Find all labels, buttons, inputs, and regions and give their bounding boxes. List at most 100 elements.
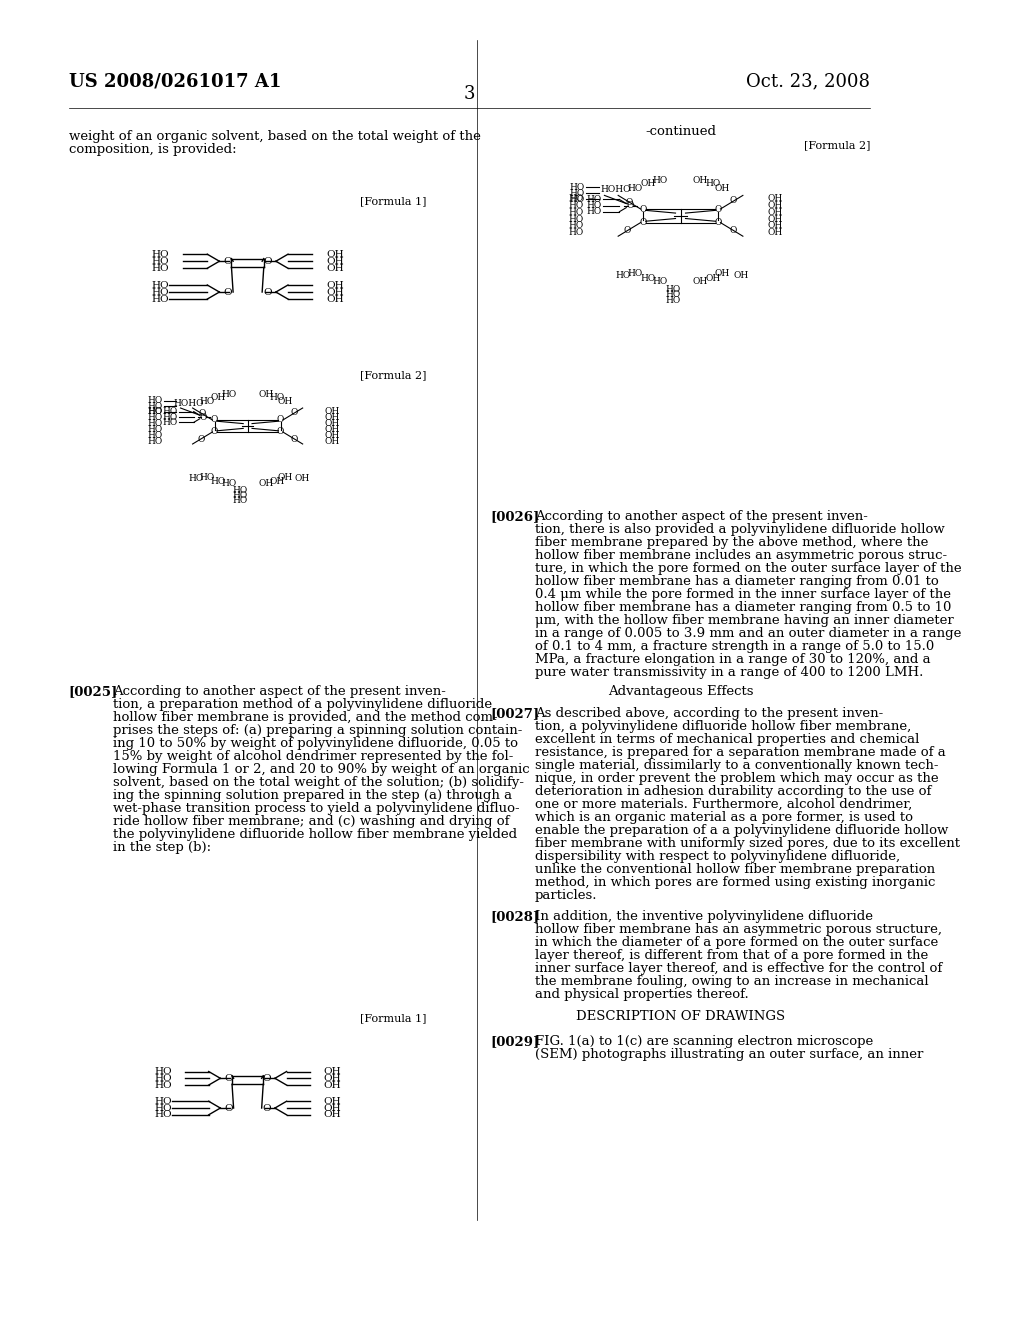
Text: OH: OH [733,271,749,280]
Text: HO: HO [232,491,248,500]
Text: [0029]: [0029] [490,1035,540,1048]
Text: HO: HO [152,281,169,289]
Text: (SEM) photographs illustrating an outer surface, an inner: (SEM) photographs illustrating an outer … [535,1048,923,1061]
Text: OH: OH [324,1097,341,1106]
Text: 15% by weight of alcohol dendrimer represented by the fol-: 15% by weight of alcohol dendrimer repre… [113,750,513,763]
Text: O: O [223,288,232,297]
Text: HO: HO [666,285,681,294]
Text: HO: HO [147,418,163,428]
Text: O: O [224,1073,232,1082]
Text: OH: OH [324,1104,341,1113]
Text: O: O [639,218,647,227]
Text: O: O [730,226,737,235]
Text: O: O [262,1073,271,1082]
Text: OH: OH [324,1067,341,1076]
Text: enable the preparation of a a polyvinylidene difluoride hollow: enable the preparation of a a polyvinyli… [535,824,948,837]
Text: OH: OH [326,288,343,297]
Text: O: O [224,1104,232,1113]
Text: HO: HO [568,228,584,238]
Text: unlike the conventional hollow fiber membrane preparation: unlike the conventional hollow fiber mem… [535,863,935,876]
Text: HO: HO [152,288,169,297]
Text: O: O [626,198,633,207]
Text: fiber membrane with uniformly sized pores, due to its excellent: fiber membrane with uniformly sized pore… [535,837,959,850]
Text: HO: HO [652,176,668,185]
Text: HO: HO [200,397,215,407]
Text: O: O [624,226,631,235]
Text: pure water transmissivity in a range of 400 to 1200 LMH.: pure water transmissivity in a range of … [535,667,923,678]
Text: HO: HO [232,486,248,495]
Text: OH: OH [768,222,783,231]
Text: layer thereof, is different from that of a pore formed in the: layer thereof, is different from that of… [535,949,928,962]
Text: HO: HO [155,1104,172,1113]
Text: resistance, is prepared for a separation membrane made of a: resistance, is prepared for a separation… [535,746,945,759]
Text: [0027]: [0027] [490,708,540,719]
Text: 3: 3 [464,84,475,103]
Text: HO: HO [147,425,163,433]
Text: HO: HO [569,189,585,198]
Text: DESCRIPTION OF DRAWINGS: DESCRIPTION OF DRAWINGS [575,1010,785,1023]
Text: O: O [715,205,722,214]
Text: MPa, a fracture elongation in a range of 30 to 120%, and a: MPa, a fracture elongation in a range of… [535,653,931,667]
Text: OH: OH [325,437,340,446]
Text: ing the spinning solution prepared in the step (a) through a: ing the spinning solution prepared in th… [113,789,512,803]
Text: OH: OH [326,264,343,273]
Text: OH: OH [278,473,293,482]
Text: OH: OH [768,201,783,210]
Text: HO: HO [269,393,285,401]
Text: HO: HO [568,194,584,203]
Text: OH: OH [640,178,655,187]
Text: HO: HO [615,271,631,280]
Text: [0028]: [0028] [490,909,540,923]
Text: HO: HO [568,201,584,210]
Text: hollow fiber membrane includes an asymmetric porous struc-: hollow fiber membrane includes an asymme… [535,549,947,562]
Text: O: O [291,408,298,417]
Text: OH: OH [326,294,343,304]
Text: OH: OH [259,479,273,488]
Text: HO: HO [569,182,585,191]
Text: HO: HO [147,437,163,446]
Text: HO: HO [586,207,601,216]
Text: hollow fiber membrane is provided, and the method com-: hollow fiber membrane is provided, and t… [113,711,498,723]
Text: As described above, according to the present inven-: As described above, according to the pre… [535,708,883,719]
Text: HO: HO [155,1067,172,1076]
Text: FIG. 1(a) to 1(c) are scanning electron microscope: FIG. 1(a) to 1(c) are scanning electron … [535,1035,872,1048]
Text: tion, a polyvinylidene difluoride hollow fiber membrane,: tion, a polyvinylidene difluoride hollow… [535,719,911,733]
Text: According to another aspect of the present inven-: According to another aspect of the prese… [113,685,445,698]
Text: in which the diameter of a pore formed on the outer surface: in which the diameter of a pore formed o… [535,936,938,949]
Text: According to another aspect of the present inven-: According to another aspect of the prese… [535,510,867,523]
Text: OH: OH [326,249,343,259]
Text: O: O [211,416,218,425]
Text: hollow fiber membrane has a diameter ranging from 0.01 to: hollow fiber membrane has a diameter ran… [535,576,938,587]
Text: ride hollow fiber membrane; and (c) washing and drying of: ride hollow fiber membrane; and (c) wash… [113,814,509,828]
Text: OH: OH [210,393,225,401]
Text: weight of an organic solvent, based on the total weight of the: weight of an organic solvent, based on t… [69,129,480,143]
Text: O: O [199,409,206,418]
Text: O: O [276,416,285,425]
Text: [Formula 1]: [Formula 1] [360,1012,426,1023]
Text: [0025]: [0025] [69,685,118,698]
Text: OH: OH [768,194,783,203]
Text: [0026]: [0026] [490,510,540,523]
Text: O: O [262,1104,271,1113]
Text: HO: HO [221,391,237,399]
Text: OH: OH [715,183,730,193]
Text: of 0.1 to 4 mm, a fracture strength in a range of 5.0 to 15.0: of 0.1 to 4 mm, a fracture strength in a… [535,640,934,653]
Text: HO: HO [155,1081,172,1089]
Text: OH: OH [693,176,709,185]
Text: HO: HO [163,412,178,421]
Text: OH: OH [259,391,273,399]
Text: Advantageous Effects: Advantageous Effects [608,685,754,698]
Text: solvent, based on the total weight of the solution; (b) solidify-: solvent, based on the total weight of th… [113,776,524,789]
Text: HO: HO [200,473,215,482]
Text: HO: HO [568,215,584,223]
Text: HO: HO [152,264,169,273]
Text: μm, with the hollow fiber membrane having an inner diameter: μm, with the hollow fiber membrane havin… [535,614,953,627]
Text: HO: HO [586,195,601,205]
Text: OH: OH [768,228,783,238]
Text: deterioration in adhesion durability according to the use of: deterioration in adhesion durability acc… [535,785,931,799]
Text: HO: HO [666,296,681,305]
Text: which is an organic material as a pore former, is used to: which is an organic material as a pore f… [535,810,912,824]
Text: HO: HO [152,249,169,259]
Text: [Formula 2]: [Formula 2] [804,140,870,150]
Text: OH: OH [326,281,343,289]
